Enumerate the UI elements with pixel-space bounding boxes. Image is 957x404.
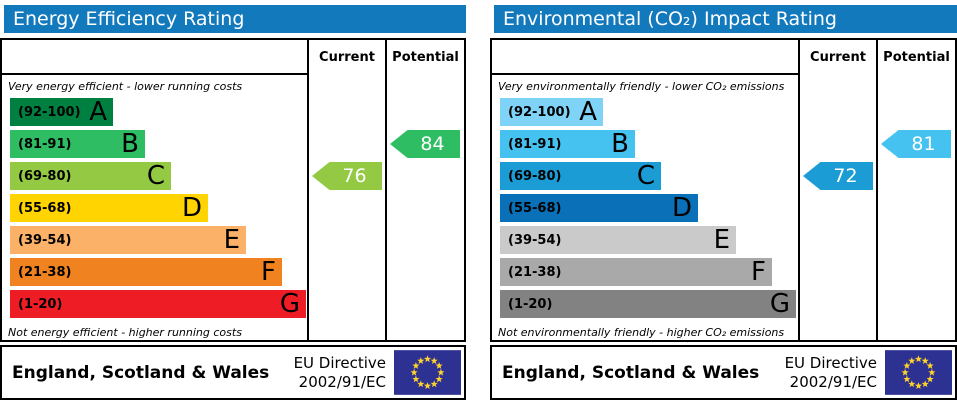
energy-current-arrow: 76 [312, 162, 382, 190]
rating-band-c: (69-80) C [500, 162, 661, 190]
band-letter: F [751, 257, 766, 287]
energy-potential-arrow: 84 [390, 130, 460, 158]
env-directive-label: EU Directive 2002/91/EC [785, 354, 885, 392]
env-bands: (92-100) A (81-91) B (69-80) C (55-68) D (39-54)… [492, 98, 798, 322]
rating-band-row-e: (39-54) E [10, 226, 307, 258]
env-region-label: England, Scotland & Wales [502, 362, 760, 383]
env-current-arrow: 72 [803, 162, 873, 190]
band-range-label: (69-80) [18, 168, 72, 184]
band-range-label: (92-100) [18, 104, 81, 120]
env-top-note: Very environmentally friendly - lower CO… [498, 80, 785, 93]
directive-line2: 2002/91/EC [789, 372, 877, 391]
band-range-label: (21-38) [508, 264, 562, 280]
band-letter: G [769, 289, 790, 319]
rating-band-row-f: (21-38) F [10, 258, 307, 290]
energy-potential-header: Potential [392, 50, 459, 65]
energy-footer: England, Scotland & Wales EU Directive 2… [0, 345, 466, 400]
environmental-impact-panel: Environmental (CO₂) Impact Rating Very e… [490, 0, 957, 404]
rating-band-d: (55-68) D [500, 194, 698, 222]
energy-current-column: Current 76 [309, 40, 387, 340]
energy-rating-table: Very energy efficient - lower running co… [0, 38, 466, 342]
energy-bottom-note: Not energy efficient - higher running co… [8, 326, 242, 339]
directive-line2: 2002/91/EC [298, 372, 386, 391]
rating-band-a: (92-100) A [500, 98, 603, 126]
rating-band-e: (39-54) E [500, 226, 736, 254]
env-current-column: Current 72 [800, 40, 878, 340]
rating-band-row-d: (55-68) D [500, 194, 798, 226]
band-range-label: (81-91) [18, 136, 72, 152]
rating-band-d: (55-68) D [10, 194, 208, 222]
energy-directive-label: EU Directive 2002/91/EC [294, 354, 394, 392]
rating-band-row-d: (55-68) D [10, 194, 307, 226]
band-letter: C [146, 161, 165, 191]
rating-band-row-a: (92-100) A [500, 98, 798, 130]
env-rating-column: Very environmentally friendly - lower CO… [492, 40, 800, 340]
env-footer: England, Scotland & Wales EU Directive 2… [490, 345, 957, 400]
energy-efficiency-panel: Energy Efficiency Rating Very energy eff… [0, 0, 466, 404]
rating-band-e: (39-54) E [10, 226, 246, 254]
rating-band-row-g: (1-20) G [10, 290, 307, 322]
rating-header-spacer [2, 40, 307, 75]
rating-band-row-b: (81-91) B [10, 130, 307, 162]
band-range-label: (21-38) [18, 264, 72, 280]
band-letter: B [611, 129, 629, 159]
rating-band-row-g: (1-20) G [500, 290, 798, 322]
rating-band-row-b: (81-91) B [500, 130, 798, 162]
band-range-label: (39-54) [18, 232, 72, 248]
directive-line1: EU Directive [784, 353, 877, 372]
rating-band-row-c: (69-80) C [500, 162, 798, 194]
band-range-label: (1-20) [508, 296, 553, 312]
rating-band-f: (21-38) F [500, 258, 772, 286]
band-letter: B [121, 129, 139, 159]
band-range-label: (1-20) [18, 296, 63, 312]
band-range-label: (55-68) [508, 200, 562, 216]
band-range-label: (81-91) [508, 136, 562, 152]
band-letter: F [261, 257, 276, 287]
directive-line1: EU Directive [293, 353, 386, 372]
band-letter: E [713, 225, 730, 255]
band-letter: G [279, 289, 300, 319]
rating-band-g: (1-20) G [10, 290, 306, 318]
band-letter: D [671, 193, 692, 223]
band-letter: C [636, 161, 655, 191]
env-potential-arrow: 81 [881, 130, 951, 158]
rating-band-g: (1-20) G [500, 290, 796, 318]
energy-bands: (92-100) A (81-91) B (69-80) C (55-68) D (39-54)… [2, 98, 307, 322]
eu-flag-icon [394, 350, 461, 395]
band-range-label: (92-100) [508, 104, 571, 120]
energy-rating-column: Very energy efficient - lower running co… [2, 40, 309, 340]
env-panel-title: Environmental (CO₂) Impact Rating [494, 5, 957, 33]
env-bottom-note: Not environmentally friendly - higher CO… [498, 326, 785, 339]
energy-region-label: England, Scotland & Wales [12, 362, 270, 383]
env-potential-column: Potential 81 [878, 40, 955, 340]
band-letter: A [89, 97, 107, 127]
rating-band-row-a: (92-100) A [10, 98, 307, 130]
eu-flag-icon [885, 350, 952, 395]
energy-current-header: Current [319, 50, 375, 65]
energy-top-note: Very energy efficient - lower running co… [8, 80, 243, 93]
rating-band-row-f: (21-38) F [500, 258, 798, 290]
rating-band-a: (92-100) A [10, 98, 113, 126]
env-potential-header: Potential [883, 50, 950, 65]
energy-potential-column: Potential 84 [387, 40, 464, 340]
rating-band-b: (81-91) B [500, 130, 635, 158]
env-rating-table: Very environmentally friendly - lower CO… [490, 38, 957, 342]
rating-band-b: (81-91) B [10, 130, 145, 158]
band-range-label: (69-80) [508, 168, 562, 184]
band-letter: A [579, 97, 597, 127]
env-current-header: Current [810, 50, 866, 65]
band-letter: D [181, 193, 202, 223]
energy-panel-title: Energy Efficiency Rating [4, 5, 466, 33]
rating-band-row-c: (69-80) C [10, 162, 307, 194]
band-range-label: (39-54) [508, 232, 562, 248]
rating-band-row-e: (39-54) E [500, 226, 798, 258]
band-letter: E [223, 225, 240, 255]
rating-band-c: (69-80) C [10, 162, 171, 190]
band-range-label: (55-68) [18, 200, 72, 216]
rating-band-f: (21-38) F [10, 258, 282, 286]
rating-header-spacer [492, 40, 798, 75]
